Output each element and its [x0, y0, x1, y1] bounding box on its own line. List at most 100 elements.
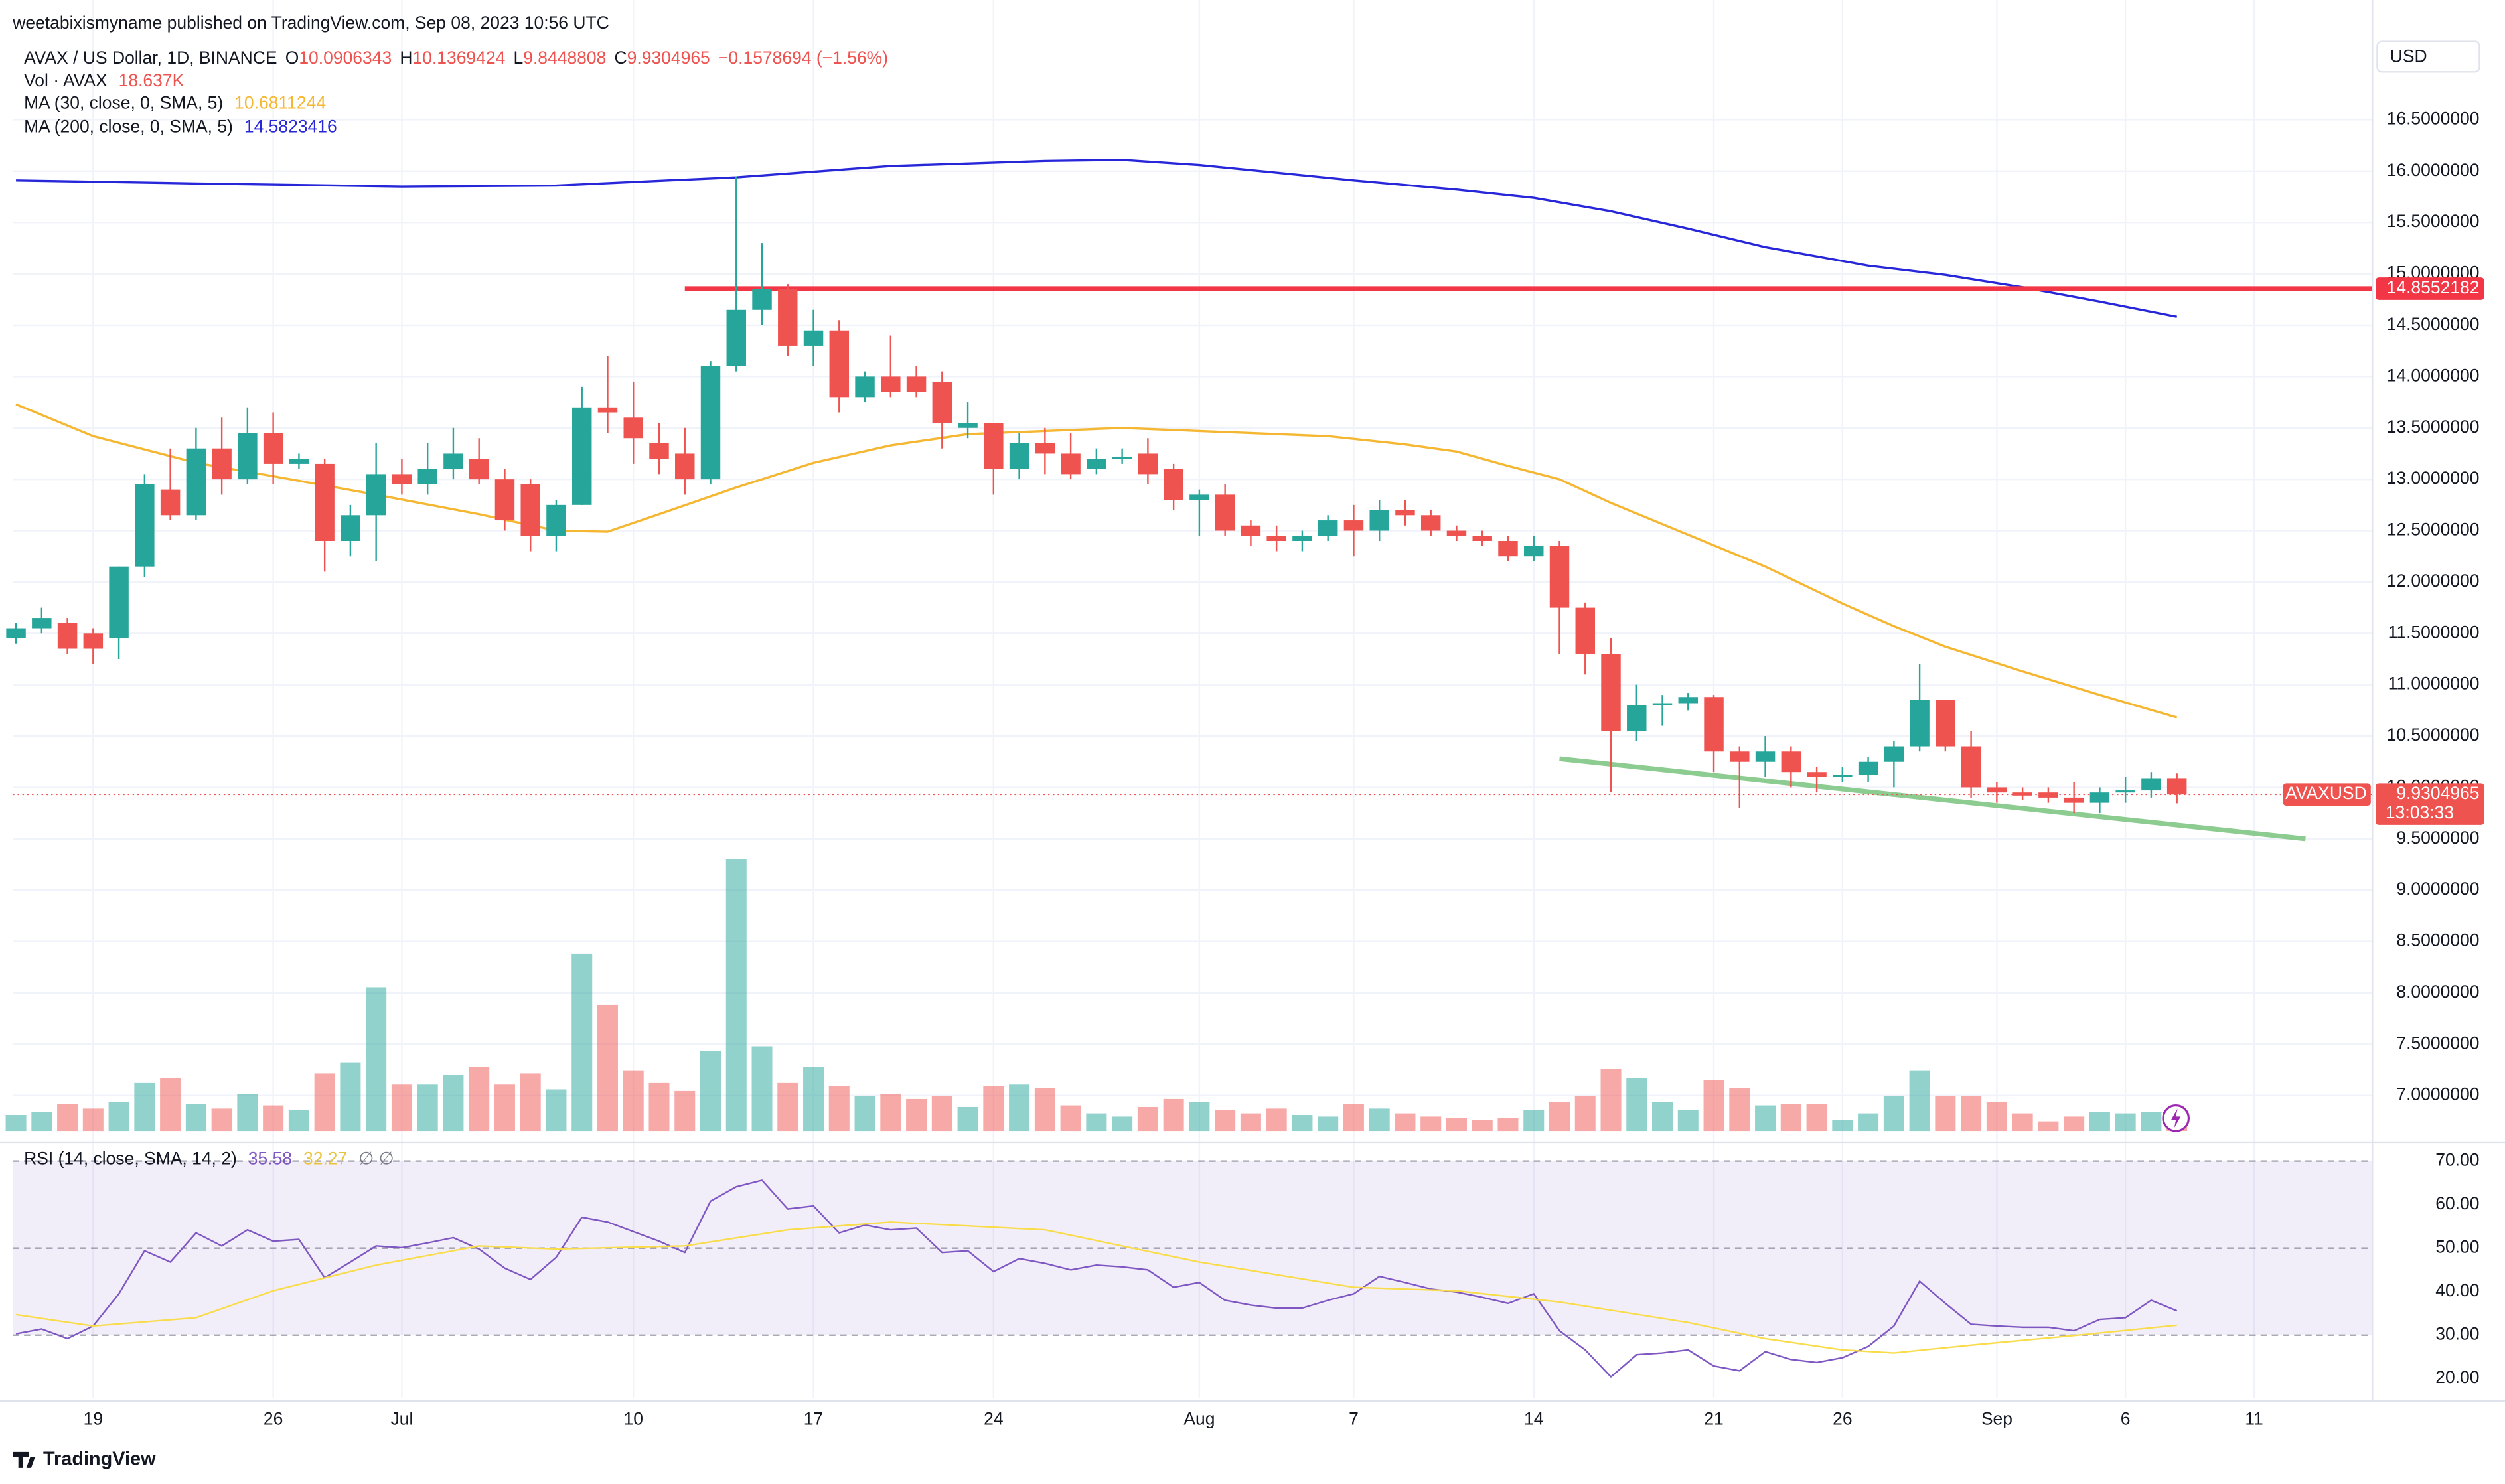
x-tick-label: 6	[2121, 1409, 2131, 1429]
volume-bar	[1652, 1102, 1673, 1132]
candle-body	[778, 289, 798, 346]
x-tick-label: 14	[1524, 1409, 1543, 1429]
candle-body	[1241, 525, 1261, 536]
rsi-tick-label: 50.00	[2435, 1237, 2479, 1257]
volume-bar	[1034, 1088, 1055, 1132]
x-tick-label: 17	[804, 1409, 823, 1429]
candle-body	[2038, 792, 2058, 798]
candle-body	[1755, 751, 1776, 762]
candle-body	[623, 417, 643, 439]
volume-bar	[1215, 1110, 1236, 1132]
attribution: weetabixismyname published on TradingVie…	[12, 13, 609, 33]
volume-bar	[108, 1102, 129, 1132]
volume-legend: Vol · AVAX 18.637K	[24, 70, 184, 90]
brand: TradingView	[43, 1449, 156, 1470]
candle-body	[1369, 510, 1389, 531]
volume-bar	[623, 1070, 644, 1132]
candle-body	[1472, 536, 1492, 541]
candle-body	[597, 407, 618, 413]
candle-body	[1627, 705, 1647, 731]
hline-tag	[2376, 277, 2484, 300]
volume-bar	[134, 1082, 155, 1132]
volume-bar	[828, 1086, 850, 1132]
rsi-ma-value: 32.27	[303, 1148, 347, 1168]
candle-body	[32, 618, 52, 629]
volume-bar	[1009, 1084, 1030, 1132]
candle-body	[1910, 700, 1930, 747]
volume-bar	[443, 1075, 464, 1132]
y-tick-label: 12.5000000	[2387, 520, 2480, 540]
volume-bar	[314, 1073, 335, 1132]
alert-bolt	[2170, 1108, 2181, 1128]
currency[interactable]: USD	[2390, 46, 2427, 66]
symbol-legend: AVAX / US Dollar, 1D, BINANCE O10.090634…	[24, 48, 888, 68]
volume-bar	[520, 1073, 541, 1132]
candle-body	[315, 463, 335, 541]
candle-body	[6, 628, 26, 639]
volume-bar	[1600, 1069, 1622, 1132]
candle-body	[855, 376, 875, 398]
y-tick-label: 9.5000000	[2396, 828, 2479, 848]
volume-bar	[1060, 1105, 1081, 1132]
candle-body	[1138, 453, 1158, 475]
x-tick-label: 10	[624, 1409, 643, 1429]
ohlc-key: H	[400, 48, 412, 68]
candle-body	[1601, 654, 1621, 731]
rsi-legend: RSI (14, close, SMA, 14, 2) 35.58 32.27 …	[24, 1148, 394, 1168]
candle-body	[571, 407, 592, 505]
volume-bar	[648, 1082, 670, 1132]
volume-bar	[2141, 1112, 2162, 1132]
candle-body	[1781, 751, 1801, 773]
y-tick-label: 10.5000000	[2387, 725, 2480, 745]
candle-body	[212, 448, 232, 480]
grid	[13, 0, 2373, 1398]
x-tick-label: Aug	[1183, 1409, 1215, 1429]
volume-bar	[1446, 1118, 1467, 1132]
ohlc-key: L	[513, 48, 523, 68]
volume-bar	[1626, 1078, 1647, 1132]
symbol-tag	[2283, 783, 2371, 806]
volume-bar	[391, 1084, 412, 1132]
volume-bar	[5, 1115, 27, 1132]
volume-bar	[1163, 1098, 1184, 1132]
candle-body	[675, 453, 695, 480]
candle-body	[958, 423, 978, 428]
volume-bar	[803, 1067, 824, 1132]
volume-bar	[700, 1051, 721, 1132]
volume-bar	[2012, 1113, 2033, 1132]
volume-last: 18.637K	[119, 70, 185, 90]
volume-bar	[1112, 1116, 1133, 1132]
rsi-tick-label: 60.00	[2435, 1193, 2479, 1213]
volume-bar	[571, 953, 593, 1132]
volume-bar	[983, 1086, 1004, 1132]
volume-bar	[263, 1105, 284, 1132]
ohlc-key: C	[615, 48, 627, 68]
volume-bar	[288, 1110, 309, 1132]
candle-body	[1524, 546, 1544, 557]
volume-bar	[1909, 1070, 1930, 1132]
volume-bar	[82, 1108, 104, 1132]
volume-bar	[1703, 1080, 1724, 1132]
candle-body	[1420, 515, 1441, 531]
candle-body	[2089, 792, 2110, 803]
x-tick-label: 19	[84, 1409, 103, 1429]
volume-bar	[854, 1096, 875, 1132]
candle-body	[1266, 536, 1286, 541]
candle-body	[1936, 700, 1955, 747]
volume-bar	[1420, 1116, 1442, 1132]
y-tick-label: 15.5000000	[2387, 211, 2480, 231]
currency-box[interactable]	[2376, 40, 2480, 73]
y-tick-label: 14.5000000	[2387, 314, 2480, 334]
candle-body	[1575, 607, 1595, 654]
candle-body	[881, 376, 901, 392]
volume-bar	[1292, 1115, 1313, 1132]
x-tick-label: 11	[2245, 1409, 2263, 1429]
candle-body	[520, 484, 540, 536]
countdown: 13:03:33	[2386, 802, 2454, 822]
volume-bar	[1497, 1118, 1519, 1132]
volume-bar	[1883, 1096, 1904, 1132]
volume-bar	[1574, 1096, 1596, 1132]
ohlc-value: 10.1369424	[412, 48, 505, 68]
